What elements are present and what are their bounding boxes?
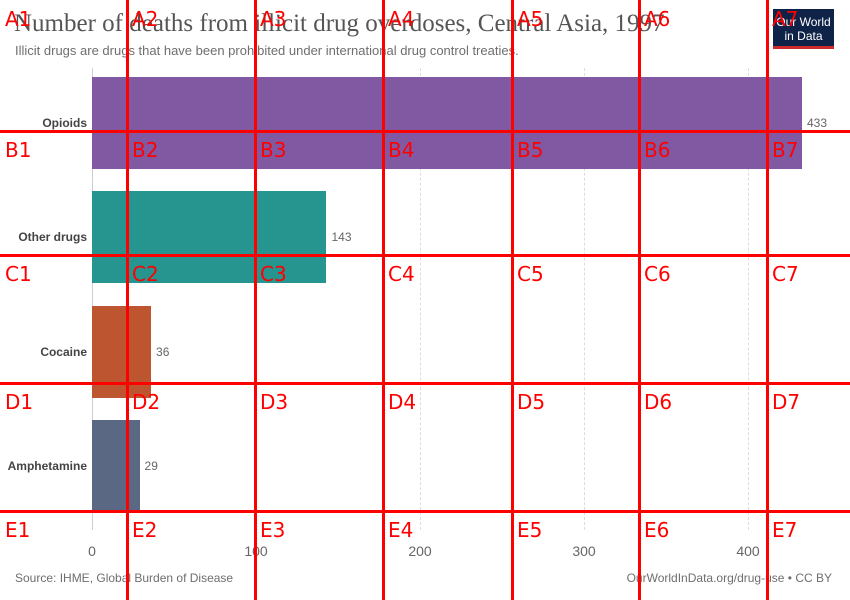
overlay-cell-label: D5 — [517, 390, 546, 414]
overlay-cell-label: C4 — [388, 262, 415, 286]
value-label: 36 — [156, 345, 170, 359]
value-label: 29 — [144, 459, 158, 473]
x-axis-baseline — [92, 68, 93, 530]
x-tick-label: 100 — [244, 543, 268, 559]
x-gridline — [584, 68, 585, 530]
overlay-cell-label: D7 — [772, 390, 801, 414]
overlay-cell-label: C5 — [517, 262, 544, 286]
overlay-cell-label: E2 — [132, 518, 158, 542]
category-label: Other drugs — [18, 230, 87, 244]
overlay-cell-label: E5 — [517, 518, 543, 542]
overlay-cell-label: D6 — [644, 390, 673, 414]
bar-amphetamine[interactable] — [92, 420, 140, 512]
overlay-cell-label: C1 — [5, 262, 32, 286]
category-label: Opioids — [42, 116, 87, 130]
overlay-cell-label: C6 — [644, 262, 671, 286]
overlay-cell-label: E6 — [644, 518, 670, 542]
x-tick-label: 0 — [88, 543, 96, 559]
source-note: Source: IHME, Global Burden of Disease — [15, 571, 234, 585]
x-tick-label: 300 — [572, 543, 596, 559]
overlay-cell-label: C7 — [772, 262, 799, 286]
logo-line-2: in Data — [784, 29, 823, 43]
overlay-cell-label: E7 — [772, 518, 798, 542]
category-label: Amphetamine — [7, 459, 87, 473]
value-label: 433 — [807, 116, 828, 130]
overlay-cell-label: B1 — [5, 138, 32, 162]
x-tick-label: 200 — [408, 543, 432, 559]
chart-subtitle: Illicit drugs are drugs that have been p… — [15, 43, 519, 58]
chart-title: Number of deaths from illicit drug overd… — [14, 10, 665, 37]
overlay-cell-label: D4 — [388, 390, 417, 414]
owid-logo[interactable]: Our World in Data — [773, 9, 834, 49]
overlay-cell-label: E4 — [388, 518, 414, 542]
overlay-cell-label: D1 — [5, 390, 34, 414]
x-tick-label: 400 — [736, 543, 760, 559]
bar-other-drugs[interactable] — [92, 191, 327, 283]
x-gridline — [748, 68, 749, 530]
category-label: Cocaine — [40, 345, 87, 359]
bar-cocaine[interactable] — [92, 306, 152, 398]
logo-line-1: Our World — [776, 15, 831, 29]
value-label: 143 — [331, 230, 352, 244]
overlay-cell-label: E3 — [260, 518, 286, 542]
overlay-cell-label: D3 — [260, 390, 289, 414]
overlay-cell-label: E1 — [5, 518, 31, 542]
x-gridline — [420, 68, 421, 530]
bar-opioids[interactable] — [92, 77, 802, 169]
credit-link[interactable]: OurWorldInData.org/drug-use • CC BY — [626, 571, 832, 585]
